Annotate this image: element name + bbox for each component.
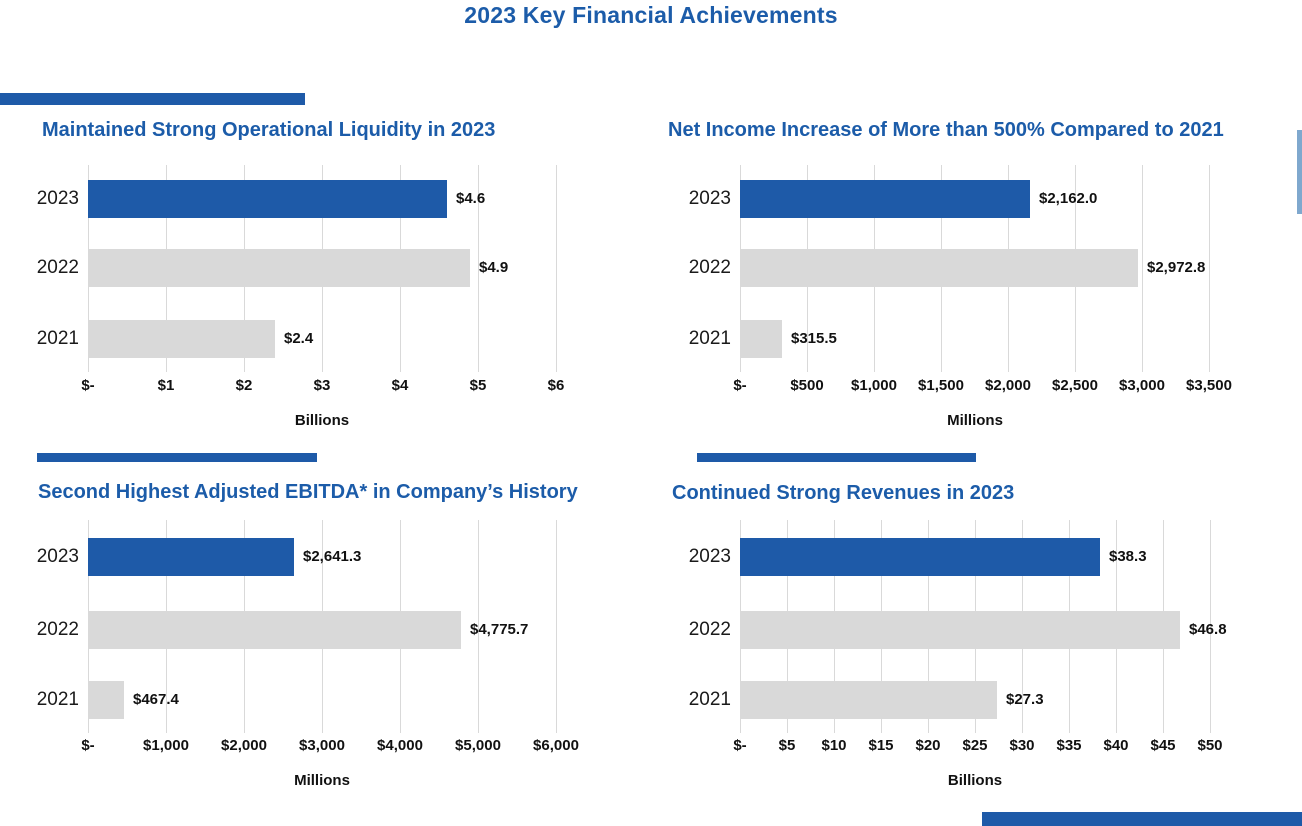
axis-tick-label: $15 xyxy=(868,737,894,754)
axis-tick-label: $25 xyxy=(962,737,988,754)
value-label: $4.6 xyxy=(456,190,486,207)
value-label: $2,641.3 xyxy=(303,548,362,565)
value-label: $2,972.8 xyxy=(1147,259,1206,276)
gridline xyxy=(478,165,479,372)
axis-tick-label: $5 xyxy=(778,737,796,754)
value-label: $4.9 xyxy=(479,259,509,276)
axis-tick-label: $1,000 xyxy=(851,377,897,394)
axis-tick-label: $2,000 xyxy=(985,377,1031,394)
axis-tick-label: $10 xyxy=(821,737,847,754)
value-label: $38.3 xyxy=(1109,548,1147,565)
bar xyxy=(740,320,782,358)
axis-tick-label: $5,000 xyxy=(455,737,501,754)
category-label: 2021 xyxy=(36,328,79,349)
axis-tick-label: $35 xyxy=(1056,737,1082,754)
gridline xyxy=(1142,165,1143,372)
category-label: 2021 xyxy=(688,328,731,349)
axis-tick-label: $1 xyxy=(157,377,175,394)
axis-unit-label: Millions xyxy=(294,772,350,789)
chart-title: Second Highest Adjusted EBITDA* in Compa… xyxy=(38,481,578,503)
axis-tick-label: $45 xyxy=(1150,737,1176,754)
axis-tick-label: $3,500 xyxy=(1186,377,1232,394)
axis-tick-label: $50 xyxy=(1197,737,1223,754)
axis-tick-label: $20 xyxy=(915,737,941,754)
chart-title: Net Income Increase of More than 500% Co… xyxy=(668,119,1224,141)
axis-tick-label: $5 xyxy=(469,377,487,394)
value-label: $27.3 xyxy=(1006,691,1044,708)
value-label: $4,775.7 xyxy=(470,621,529,638)
axis-unit-label: Billions xyxy=(947,772,1003,789)
value-label: $315.5 xyxy=(791,330,837,347)
category-label: 2022 xyxy=(36,257,79,278)
axis-unit-label: Millions xyxy=(947,412,1003,429)
axis-tick-label: $40 xyxy=(1103,737,1129,754)
axis-tick-label: $3,000 xyxy=(1119,377,1165,394)
right-edge-accent-sliver xyxy=(1297,130,1302,214)
value-label: $2,162.0 xyxy=(1039,190,1098,207)
axis-tick-label: $2,000 xyxy=(221,737,267,754)
axis-tick-label: $30 xyxy=(1009,737,1035,754)
value-label: $46.8 xyxy=(1189,621,1227,638)
bar xyxy=(740,681,997,719)
axis-tick-label: $- xyxy=(81,737,95,754)
bar-highlight xyxy=(88,538,294,576)
bar xyxy=(740,611,1180,649)
gridline xyxy=(556,165,557,372)
axis-tick-label: $3,000 xyxy=(299,737,345,754)
chart-accent-bar xyxy=(37,453,317,462)
bar xyxy=(88,611,461,649)
bar-highlight xyxy=(88,180,447,218)
gridline xyxy=(1209,165,1210,372)
value-label: $467.4 xyxy=(133,691,179,708)
axis-tick-label: $6 xyxy=(547,377,565,394)
axis-tick-label: $2 xyxy=(235,377,253,394)
category-label: 2021 xyxy=(688,689,731,710)
bottom-right-accent-bar xyxy=(982,812,1302,826)
axis-tick-label: $1,000 xyxy=(143,737,189,754)
gridline xyxy=(556,520,557,733)
category-label: 2023 xyxy=(36,546,79,567)
bar xyxy=(88,249,470,287)
axis-tick-label: $- xyxy=(733,377,747,394)
axis-tick-label: $2,500 xyxy=(1052,377,1098,394)
bar-highlight xyxy=(740,180,1030,218)
axis-tick-label: $1,500 xyxy=(918,377,964,394)
axis-tick-label: $3 xyxy=(313,377,331,394)
category-label: 2023 xyxy=(688,546,731,567)
category-label: 2022 xyxy=(688,619,731,640)
category-label: 2023 xyxy=(36,188,79,209)
axis-tick-label: $- xyxy=(81,377,95,394)
axis-tick-label: $4 xyxy=(391,377,409,394)
bar xyxy=(88,320,275,358)
category-label: 2021 xyxy=(36,689,79,710)
bar xyxy=(740,249,1138,287)
gridline xyxy=(478,520,479,733)
axis-tick-label: $500 xyxy=(790,377,824,394)
category-label: 2023 xyxy=(688,188,731,209)
chart-title: Continued Strong Revenues in 2023 xyxy=(672,482,1015,504)
category-label: 2022 xyxy=(688,257,731,278)
axis-tick-label: $6,000 xyxy=(533,737,579,754)
chart-accent-bar xyxy=(0,93,305,105)
axis-unit-label: Billions xyxy=(294,412,350,429)
chart-accent-bar xyxy=(697,453,976,462)
bar-highlight xyxy=(740,538,1100,576)
page-title: 2023 Key Financial Achievements xyxy=(464,2,838,28)
gridline xyxy=(1210,520,1211,733)
value-label: $2.4 xyxy=(284,330,314,347)
category-label: 2022 xyxy=(36,619,79,640)
chart-title: Maintained Strong Operational Liquidity … xyxy=(42,119,496,141)
axis-tick-label: $- xyxy=(733,737,747,754)
axis-tick-label: $4,000 xyxy=(377,737,423,754)
bar xyxy=(88,681,124,719)
